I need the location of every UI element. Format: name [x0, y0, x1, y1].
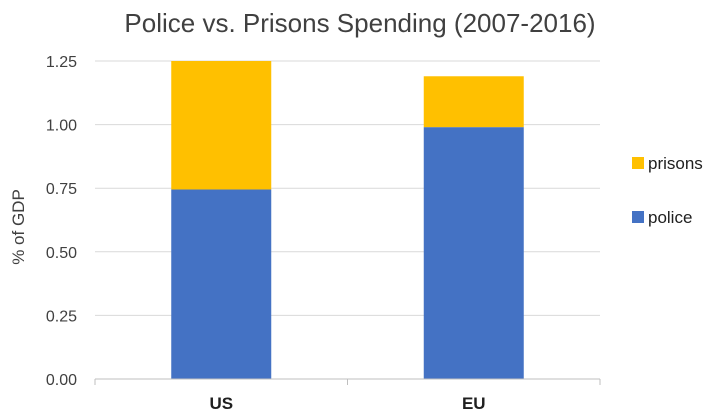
- bar-police-eu: [423, 127, 524, 379]
- legend: prisons police: [632, 154, 703, 227]
- x-tick-label: US: [209, 394, 233, 413]
- bars: [171, 61, 524, 379]
- axes: 0.00 0.25 0.50 0.75 1.00 1.25 US EU: [46, 54, 601, 413]
- y-tick-label: 0.00: [46, 372, 77, 389]
- legend-swatch-prisons: [632, 157, 644, 169]
- gridlines: [95, 60, 600, 316]
- legend-label-police: police: [648, 208, 692, 227]
- bar-prisons-eu: [423, 76, 524, 128]
- chart-title: Police vs. Prisons Spending (2007-2016): [124, 8, 595, 38]
- y-tick-label: 0.50: [46, 245, 77, 262]
- legend-swatch-police: [632, 211, 644, 223]
- x-tick-label: EU: [462, 394, 486, 413]
- legend-label-prisons: prisons: [648, 154, 703, 173]
- bar-prisons-us: [171, 61, 272, 190]
- y-tick-label: 1.25: [46, 54, 77, 71]
- bar-police-us: [171, 189, 272, 379]
- y-tick-label: 1.00: [46, 118, 77, 135]
- y-axis-label: % of GDP: [9, 189, 28, 265]
- y-tick-label: 0.25: [46, 308, 77, 325]
- y-tick-label: 0.75: [46, 181, 77, 198]
